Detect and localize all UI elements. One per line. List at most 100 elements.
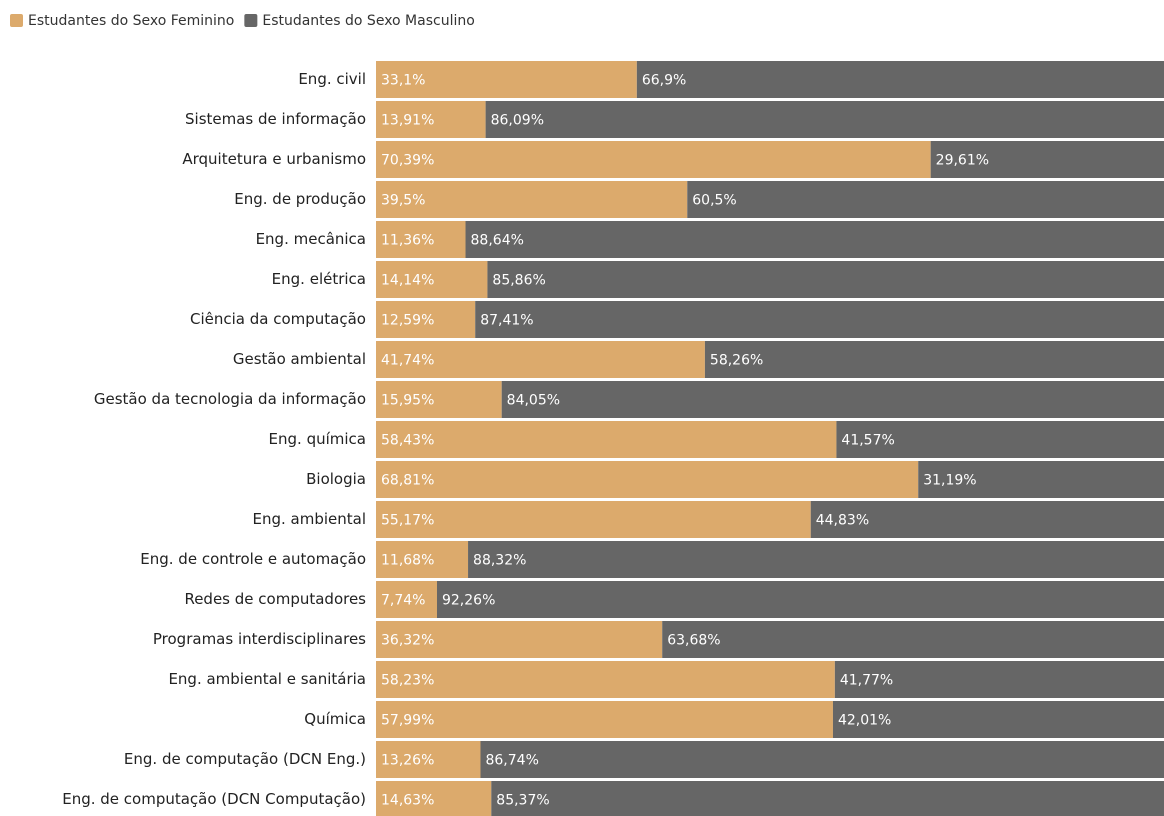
data-label: 13,26% bbox=[381, 753, 434, 769]
legend-label: Estudantes do Sexo Feminino bbox=[28, 13, 234, 29]
data-label: 7,74% bbox=[381, 593, 425, 609]
data-label: 57,99% bbox=[381, 713, 434, 729]
bar-segment bbox=[376, 141, 931, 178]
data-label: 58,26% bbox=[710, 353, 763, 369]
bar-segment bbox=[834, 661, 1164, 698]
data-label: 36,32% bbox=[381, 633, 434, 649]
data-label: 88,32% bbox=[473, 553, 526, 569]
category-label: Eng. de controle e automação bbox=[140, 550, 366, 568]
data-label: 63,68% bbox=[667, 633, 720, 649]
bar-segment bbox=[376, 221, 466, 258]
data-label: 58,23% bbox=[381, 673, 434, 689]
data-label: 92,26% bbox=[442, 593, 495, 609]
data-label: 14,63% bbox=[381, 793, 434, 809]
data-label: 86,09% bbox=[491, 113, 544, 129]
data-label: 85,37% bbox=[496, 793, 549, 809]
category-label: Biologia bbox=[306, 470, 366, 488]
bar-segment bbox=[376, 421, 837, 458]
bar-segment bbox=[436, 581, 1164, 618]
bar-segment bbox=[487, 261, 1164, 298]
data-label: 60,5% bbox=[692, 193, 736, 209]
bar-segment bbox=[376, 541, 469, 578]
category-label: Redes de computadores bbox=[184, 590, 366, 608]
data-label: 31,19% bbox=[923, 473, 976, 489]
data-label: 44,83% bbox=[816, 513, 869, 529]
data-label: 39,5% bbox=[381, 193, 425, 209]
legend-swatch bbox=[10, 14, 23, 27]
bar-segment bbox=[376, 301, 476, 338]
bar-segment bbox=[485, 101, 1164, 138]
data-label: 85,86% bbox=[492, 273, 545, 289]
bar-segment bbox=[836, 421, 1164, 458]
category-label: Eng. ambiental e sanitária bbox=[168, 670, 366, 688]
bar-segment bbox=[376, 501, 811, 538]
bar-segment bbox=[376, 261, 488, 298]
data-label: 14,14% bbox=[381, 273, 434, 289]
category-label: Sistemas de informação bbox=[185, 110, 366, 128]
bar-segment bbox=[810, 501, 1164, 538]
bar-segment bbox=[376, 61, 637, 98]
bar-segment bbox=[475, 301, 1164, 338]
data-label: 70,39% bbox=[381, 153, 434, 169]
bar-segment bbox=[480, 741, 1164, 778]
bar-segment bbox=[376, 701, 833, 738]
bar-segment bbox=[376, 741, 481, 778]
category-label: Ciência da computação bbox=[190, 310, 366, 328]
legend-swatch bbox=[244, 14, 258, 27]
bar-segment bbox=[832, 701, 1164, 738]
category-label: Eng. ambiental bbox=[252, 510, 366, 528]
category-label: Gestão ambiental bbox=[233, 350, 366, 368]
bar-segment bbox=[704, 341, 1164, 378]
data-label: 42,01% bbox=[838, 713, 891, 729]
data-label: 15,95% bbox=[381, 393, 434, 409]
data-label: 55,17% bbox=[381, 513, 434, 529]
data-label: 41,74% bbox=[381, 353, 434, 369]
bar-segment bbox=[376, 341, 705, 378]
data-label: 13,91% bbox=[381, 113, 434, 129]
bar-segment bbox=[376, 781, 492, 816]
bar-segment bbox=[687, 181, 1164, 218]
category-label: Arquitetura e urbanismo bbox=[182, 150, 366, 168]
category-label: Eng. química bbox=[269, 430, 366, 448]
data-label: 88,64% bbox=[471, 233, 524, 249]
bar-segment bbox=[930, 141, 1164, 178]
category-label: Eng. de produção bbox=[234, 190, 366, 208]
bar-segment bbox=[376, 621, 663, 658]
bar-segment bbox=[468, 541, 1164, 578]
bar-segment bbox=[376, 381, 502, 418]
data-label: 41,57% bbox=[841, 433, 894, 449]
data-label: 66,9% bbox=[642, 73, 686, 89]
bar-segment bbox=[376, 181, 688, 218]
category-label: Gestão da tecnologia da informação bbox=[94, 390, 366, 408]
category-label: Química bbox=[304, 710, 366, 728]
bar-segment bbox=[636, 61, 1164, 98]
bar-segment bbox=[501, 381, 1164, 418]
legend-label: Estudantes do Sexo Masculino bbox=[262, 13, 474, 29]
category-label: Eng. elétrica bbox=[272, 270, 366, 288]
bar-segment bbox=[376, 661, 835, 698]
bar-segment bbox=[465, 221, 1164, 258]
data-label: 58,43% bbox=[381, 433, 434, 449]
data-label: 11,36% bbox=[381, 233, 434, 249]
category-label: Eng. civil bbox=[298, 70, 366, 88]
data-label: 86,74% bbox=[485, 753, 538, 769]
bar-segment bbox=[491, 781, 1164, 816]
bar-segment bbox=[376, 101, 486, 138]
data-label: 41,77% bbox=[840, 673, 893, 689]
category-label: Eng. de computação (DCN Eng.) bbox=[124, 750, 366, 768]
bar-segment bbox=[662, 621, 1164, 658]
bar-segment bbox=[376, 581, 437, 618]
data-label: 68,81% bbox=[381, 473, 434, 489]
category-label: Eng. mecânica bbox=[256, 230, 366, 248]
category-label: Programas interdisciplinares bbox=[153, 630, 366, 648]
data-label: 84,05% bbox=[507, 393, 560, 409]
bar-segment bbox=[918, 461, 1164, 498]
category-label: Eng. de computação (DCN Computação) bbox=[62, 790, 366, 808]
data-label: 87,41% bbox=[480, 313, 533, 329]
data-label: 29,61% bbox=[936, 153, 989, 169]
bar-segment bbox=[376, 461, 919, 498]
data-label: 12,59% bbox=[381, 313, 434, 329]
data-label: 11,68% bbox=[381, 553, 434, 569]
data-label: 33,1% bbox=[381, 73, 425, 89]
